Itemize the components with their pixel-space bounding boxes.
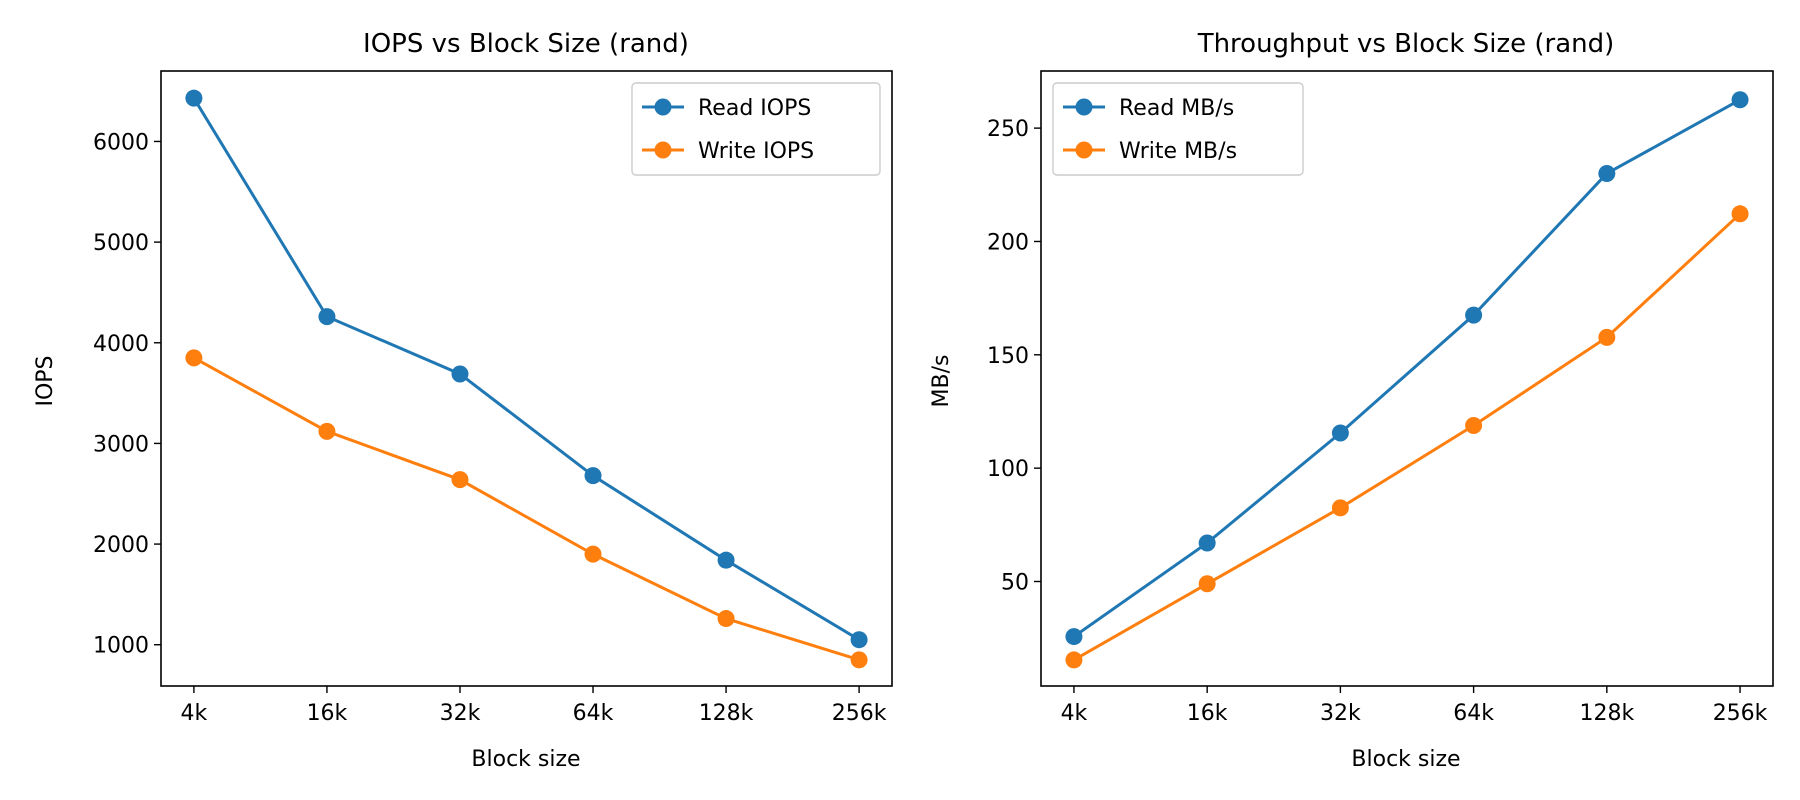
iops-chart-ylabel: IOPS xyxy=(33,355,58,406)
iops-data-point-0 xyxy=(584,467,602,485)
throughput-legend-label: Write MB/s xyxy=(1119,139,1237,164)
iops-xtick-label: 256k xyxy=(832,701,887,726)
throughput-xtick-label: 4k xyxy=(1061,701,1088,726)
iops-ytick-label: 6000 xyxy=(93,130,149,155)
iops-data-point-1 xyxy=(318,422,336,440)
iops-ytick-label: 1000 xyxy=(93,634,149,659)
throughput-xtick-label: 64k xyxy=(1453,701,1494,726)
throughput-xtick-label: 256k xyxy=(1713,701,1768,726)
iops-plot-area: 4k 16k 32k 64k 128k 256k 1000 2000 3000 4000 5000 6… xyxy=(93,70,893,726)
throughput-ytick-label: 100 xyxy=(987,457,1029,482)
iops-legend-swatch-marker xyxy=(654,141,672,159)
throughput-series-line-0 xyxy=(1073,98,1741,638)
iops-ytick-label: 2000 xyxy=(93,533,149,558)
throughput-xtick-label: 128k xyxy=(1579,701,1634,726)
throughput-data-point-1 xyxy=(1465,417,1483,435)
throughput-axes-frame xyxy=(1040,70,1774,687)
iops-data-point-1 xyxy=(451,471,469,489)
throughput-xtick-label: 32k xyxy=(1320,701,1361,726)
throughput-data-point-0 xyxy=(1465,306,1483,324)
iops-chart-title: IOPS vs Block Size (rand) xyxy=(363,29,689,59)
iops-legend-box xyxy=(631,82,881,176)
iops-series-line-0 xyxy=(192,97,860,641)
throughput-ytick-label: 150 xyxy=(987,344,1029,369)
throughput-ytick-label: 200 xyxy=(987,230,1029,255)
iops-xtick-label: 4k xyxy=(181,701,208,726)
throughput-data-point-1 xyxy=(1598,328,1616,346)
iops-xtick-label: 32k xyxy=(440,701,481,726)
throughput-data-point-1 xyxy=(1731,205,1749,223)
iops-data-point-0 xyxy=(185,89,203,107)
iops-legend-label: Read IOPS xyxy=(698,96,811,121)
throughput-series-line-1 xyxy=(1073,212,1742,662)
iops-xtick-label: 16k xyxy=(307,701,348,726)
throughput-chart: Throughput vs Block Size (rand) MB/s Blo… xyxy=(929,29,1774,772)
throughput-chart-xlabel: Block size xyxy=(1351,747,1460,772)
throughput-data-point-1 xyxy=(1331,499,1349,517)
throughput-data-point-0 xyxy=(1065,628,1083,646)
iops-axes-frame xyxy=(160,70,893,687)
iops-ytick-label: 3000 xyxy=(93,432,149,457)
iops-legend-swatch-marker xyxy=(654,98,672,116)
throughput-ytick-label: 50 xyxy=(1001,570,1029,595)
throughput-data-point-0 xyxy=(1198,534,1216,552)
iops-ytick-label: 4000 xyxy=(93,332,149,357)
iops-data-point-1 xyxy=(850,651,868,669)
iops-data-point-1 xyxy=(717,610,735,628)
iops-data-point-0 xyxy=(717,551,735,569)
throughput-data-point-0 xyxy=(1598,164,1616,182)
throughput-legend-label: Read MB/s xyxy=(1119,96,1234,121)
iops-data-point-1 xyxy=(185,349,203,367)
throughput-legend-swatch-marker xyxy=(1075,141,1093,159)
iops-data-point-0 xyxy=(318,308,336,326)
iops-xtick-label: 64k xyxy=(573,701,614,726)
throughput-data-point-1 xyxy=(1198,575,1216,593)
iops-data-point-0 xyxy=(451,365,469,383)
iops-xtick-label: 128k xyxy=(699,701,754,726)
throughput-legend-box xyxy=(1052,82,1304,176)
iops-ytick-label: 5000 xyxy=(93,231,149,256)
throughput-data-point-0 xyxy=(1331,424,1349,442)
throughput-ytick-label: 250 xyxy=(987,117,1029,142)
iops-legend-label: Write IOPS xyxy=(698,139,814,164)
throughput-data-point-0 xyxy=(1731,91,1749,109)
iops-data-point-1 xyxy=(584,545,602,563)
iops-chart-xlabel: Block size xyxy=(471,747,580,772)
iops-series-line-1 xyxy=(193,356,860,662)
iops-chart: IOPS vs Block Size (rand) IOPS Block siz… xyxy=(33,29,893,772)
throughput-data-point-1 xyxy=(1065,651,1083,669)
throughput-plot-area: 4k 16k 32k 64k 128k 256k 50 100 150 200 250 Read MB… xyxy=(987,70,1774,726)
throughput-xtick-label: 16k xyxy=(1187,701,1228,726)
throughput-chart-title: Throughput vs Block Size (rand) xyxy=(1197,29,1615,59)
throughput-chart-ylabel: MB/s xyxy=(929,355,954,408)
iops-data-point-0 xyxy=(850,631,868,649)
throughput-legend-swatch-marker xyxy=(1075,98,1093,116)
